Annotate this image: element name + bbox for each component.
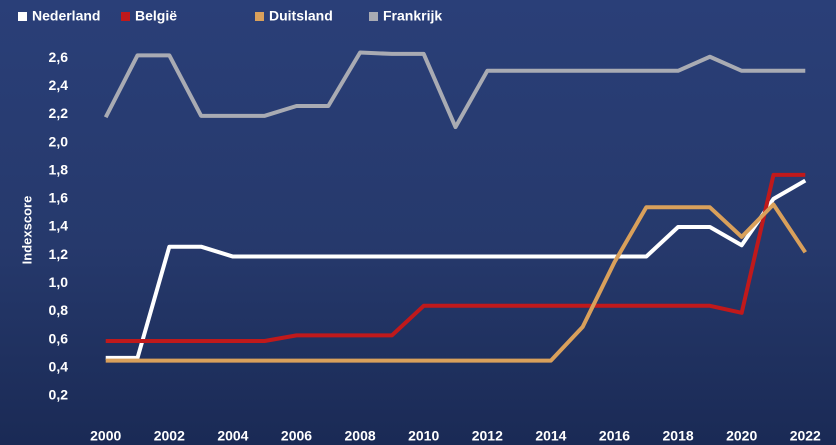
x-tick-label: 2014: [535, 428, 566, 444]
legend-swatch: [255, 12, 264, 21]
legend-label: Duitsland: [269, 8, 333, 24]
y-tick-label: 1,4: [49, 218, 69, 234]
y-tick-label: 2,6: [49, 49, 69, 65]
x-tick-label: 2022: [790, 428, 821, 444]
y-tick-label: 0,4: [49, 358, 69, 374]
x-tick-label: 2020: [726, 428, 757, 444]
y-tick-label: 0,6: [49, 330, 69, 346]
x-tick-label: 2016: [599, 428, 630, 444]
legend-swatch: [121, 12, 130, 21]
x-tick-label: 2006: [281, 428, 312, 444]
legend-label: Nederland: [32, 8, 100, 24]
x-tick-label: 2008: [345, 428, 376, 444]
y-axis-label: Indexscore: [19, 196, 34, 265]
x-tick-label: 2000: [90, 428, 121, 444]
x-tick-label: 2010: [408, 428, 439, 444]
y-tick-label: 0,8: [49, 302, 69, 318]
y-tick-label: 2,0: [49, 133, 69, 149]
x-tick-label: 2002: [154, 428, 185, 444]
y-tick-label: 1,2: [49, 246, 69, 262]
legend-swatch: [18, 12, 27, 21]
x-tick-label: 2012: [472, 428, 503, 444]
x-tick-label: 2004: [217, 428, 248, 444]
legend-swatch: [369, 12, 378, 21]
y-tick-label: 0,2: [49, 387, 69, 403]
y-tick-label: 1,0: [49, 274, 69, 290]
y-tick-label: 2,4: [49, 77, 69, 93]
background: [0, 0, 836, 445]
legend-label: België: [135, 8, 177, 24]
y-tick-label: 1,8: [49, 161, 69, 177]
x-tick-label: 2018: [663, 428, 694, 444]
y-tick-label: 1,6: [49, 190, 69, 206]
chart: Indexscore 0,2 0,4 0,6 0,8 1,0 1,2 1,4 1,6 1,8 2,…: [0, 0, 836, 445]
y-tick-label: 2,2: [49, 105, 69, 121]
legend-label: Frankrijk: [383, 8, 442, 24]
